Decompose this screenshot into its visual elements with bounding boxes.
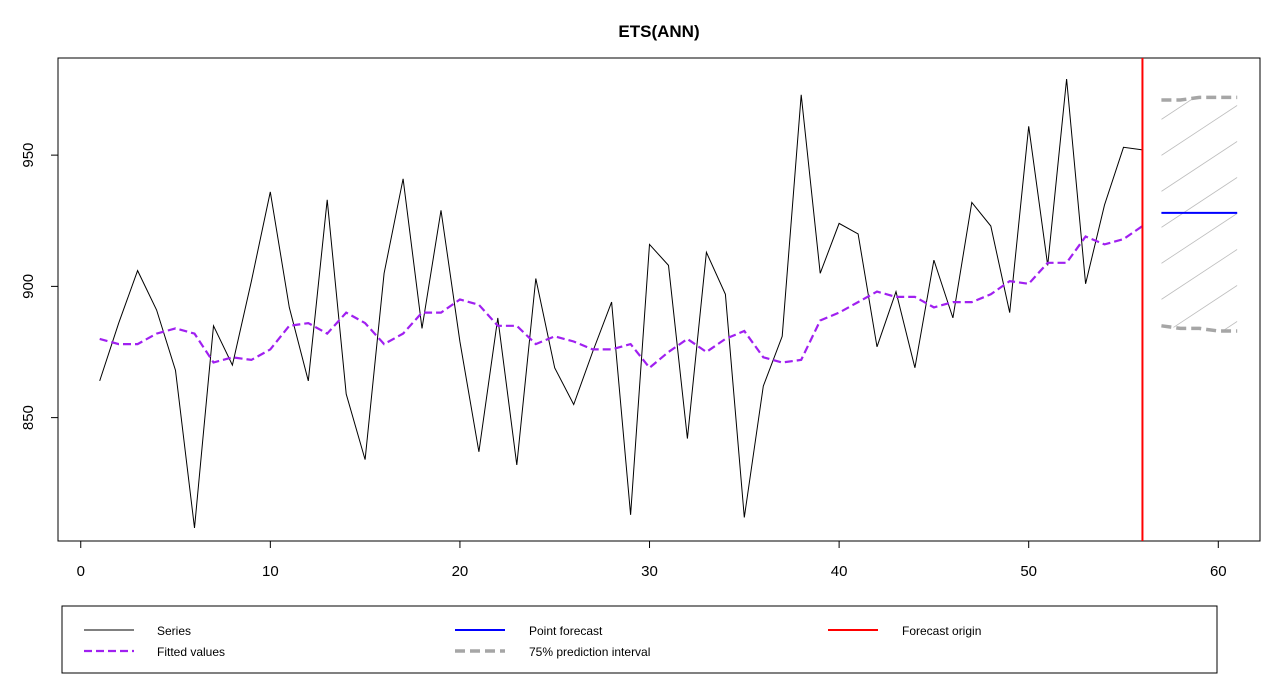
legend-label-forecast-origin: Forecast origin bbox=[902, 624, 981, 638]
x-tick-label: 40 bbox=[831, 563, 848, 580]
plot-area-border bbox=[57, 57, 1261, 542]
interval-hatch-line bbox=[1161, 141, 1238, 192]
interval-hatch-line bbox=[1161, 177, 1238, 228]
y-tick-label: 900 bbox=[20, 274, 37, 299]
interval-hatch-line bbox=[1161, 213, 1238, 264]
x-tick-label: 10 bbox=[262, 563, 279, 580]
interval-hatch-line bbox=[1161, 249, 1238, 300]
series-line bbox=[99, 78, 1143, 528]
legend-label-prediction-interval: 75% prediction interval bbox=[529, 645, 650, 659]
chart-title: ETS(ANN) bbox=[618, 22, 699, 41]
legend-box bbox=[61, 605, 1218, 674]
interval-hatch-line bbox=[1161, 357, 1237, 407]
y-axis: 850 900 950 bbox=[20, 143, 59, 430]
prediction-interval-upper bbox=[1161, 95, 1238, 102]
interval-hatch-line bbox=[1161, 393, 1237, 443]
x-axis: 0 10 20 30 40 50 60 bbox=[77, 540, 1227, 580]
prediction-interval-lower bbox=[1161, 324, 1238, 333]
interval-hatch-line bbox=[1161, 285, 1238, 331]
x-tick-label: 50 bbox=[1020, 563, 1037, 580]
legend: Series Fitted values Point forecast 75% … bbox=[61, 605, 1218, 674]
interval-hatch-line bbox=[1161, 105, 1238, 156]
y-tick-label: 850 bbox=[20, 405, 37, 430]
y-tick-label: 950 bbox=[20, 143, 37, 168]
interval-hatch-line bbox=[1161, 429, 1237, 479]
legend-label-fitted-values: Fitted values bbox=[157, 645, 225, 659]
interval-hatch-line bbox=[1161, 0, 1237, 47]
x-tick-label: 30 bbox=[641, 563, 658, 580]
interval-hatch-line bbox=[1161, 97, 1238, 120]
legend-label-series: Series bbox=[157, 624, 191, 638]
fitted-values-line bbox=[99, 225, 1144, 370]
x-tick-label: 20 bbox=[452, 563, 469, 580]
x-tick-label: 0 bbox=[77, 563, 85, 580]
legend-label-point-forecast: Point forecast bbox=[529, 624, 603, 638]
x-tick-label: 60 bbox=[1210, 563, 1227, 580]
prediction-interval-hatch bbox=[1161, 0, 1238, 479]
